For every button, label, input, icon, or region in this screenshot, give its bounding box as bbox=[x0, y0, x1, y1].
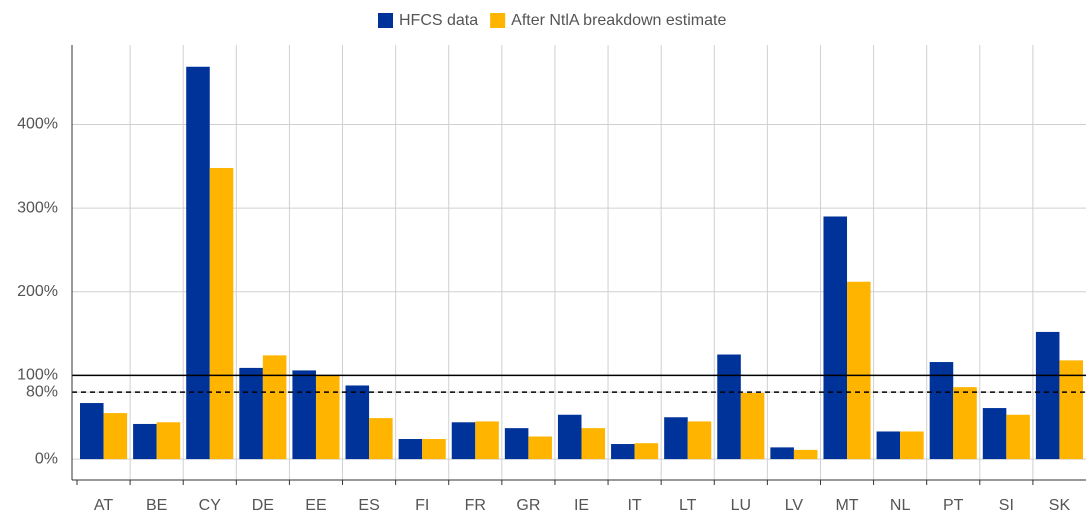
bar bbox=[929, 362, 954, 460]
bar bbox=[133, 423, 157, 460]
x-tick-label: GR bbox=[516, 497, 540, 514]
bar bbox=[717, 354, 741, 460]
bar bbox=[239, 367, 263, 460]
bar bbox=[687, 421, 712, 460]
bar bbox=[770, 447, 794, 460]
x-tick-label: DE bbox=[252, 497, 274, 514]
y-tick-label: 200% bbox=[17, 283, 58, 300]
x-tick-label: FI bbox=[415, 497, 429, 514]
bar bbox=[262, 355, 287, 460]
bar bbox=[475, 421, 499, 460]
bar bbox=[982, 408, 1007, 460]
bar bbox=[369, 418, 393, 460]
x-tick-label: LT bbox=[679, 497, 697, 514]
bar bbox=[451, 422, 476, 460]
bar bbox=[292, 370, 316, 460]
bar bbox=[611, 444, 635, 460]
bar bbox=[740, 393, 765, 460]
y-tick-label: 100% bbox=[17, 367, 58, 384]
bar bbox=[103, 413, 128, 460]
x-tick-label: MT bbox=[835, 497, 858, 514]
x-tick-label: IE bbox=[574, 497, 589, 514]
y-tick-label: 400% bbox=[17, 116, 58, 133]
bar bbox=[634, 443, 659, 460]
x-tick-label: LU bbox=[731, 497, 751, 514]
bar bbox=[1035, 331, 1060, 460]
bar bbox=[422, 439, 446, 460]
y-tick-label: 0% bbox=[35, 450, 58, 467]
x-tick-label: FR bbox=[465, 497, 486, 514]
legend: HFCS data After NtlA breakdown estimate bbox=[378, 12, 726, 29]
bar bbox=[209, 167, 234, 460]
x-tick-label: AT bbox=[94, 497, 113, 514]
bar bbox=[823, 216, 848, 460]
x-tick-label: IT bbox=[627, 497, 641, 514]
x-tick-label: EE bbox=[305, 497, 326, 514]
bar bbox=[953, 387, 977, 460]
x-tick-label: CY bbox=[199, 497, 222, 514]
bar bbox=[793, 449, 818, 460]
bar bbox=[557, 414, 582, 460]
bar bbox=[504, 428, 529, 460]
bar bbox=[581, 428, 606, 460]
bar bbox=[345, 385, 370, 460]
legend-label: After NtlA breakdown estimate bbox=[511, 12, 726, 29]
x-tick-label: NL bbox=[890, 497, 911, 514]
bar bbox=[1059, 360, 1083, 460]
x-tick-label: LV bbox=[785, 497, 804, 514]
legend-swatch bbox=[490, 13, 506, 28]
bar bbox=[315, 375, 340, 460]
x-tick-label: BE bbox=[146, 497, 167, 514]
bar bbox=[847, 281, 871, 460]
bar bbox=[398, 439, 423, 460]
y-tick-label: 80% bbox=[26, 383, 58, 400]
x-tick-label: SI bbox=[999, 497, 1014, 514]
bar bbox=[156, 422, 181, 460]
legend-label: HFCS data bbox=[399, 12, 478, 29]
bar bbox=[80, 403, 104, 460]
bar bbox=[664, 417, 688, 460]
x-tick-label: ES bbox=[358, 497, 379, 514]
bar bbox=[528, 436, 552, 460]
bar bbox=[900, 431, 924, 460]
x-tick-label: SK bbox=[1049, 497, 1071, 514]
legend-swatch bbox=[378, 13, 393, 28]
bar bbox=[1006, 414, 1030, 460]
y-tick-label: 300% bbox=[17, 199, 58, 216]
bar bbox=[876, 431, 901, 460]
bar bbox=[186, 66, 210, 460]
x-tick-label: PT bbox=[943, 497, 964, 514]
